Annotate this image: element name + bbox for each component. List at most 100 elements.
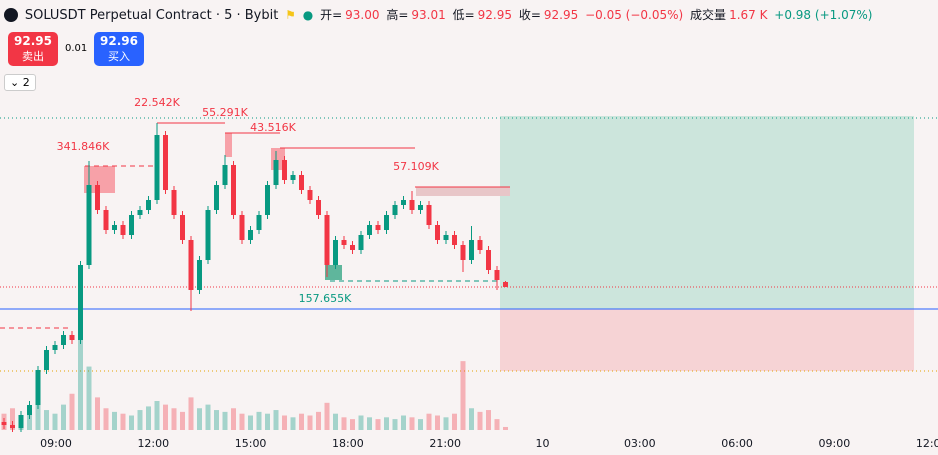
volume-bar — [52, 413, 58, 430]
candle-body — [443, 235, 449, 240]
volume-bar — [401, 415, 406, 430]
candle-body — [188, 240, 194, 290]
volume-bar — [78, 321, 83, 430]
volume-bar — [256, 411, 262, 430]
candle-body — [205, 210, 211, 260]
volume-bar — [44, 410, 49, 430]
volume-bar — [231, 408, 236, 430]
header: SOLUSDT Perpetual Contract · 5 · Bybit ⚑… — [4, 6, 875, 23]
volume-bar — [69, 393, 75, 430]
level-label: 341.846K — [57, 140, 110, 153]
volume-bar — [443, 417, 449, 430]
volume-bar — [35, 402, 41, 430]
volume-bar — [188, 397, 194, 430]
candle-body — [180, 215, 185, 240]
volume-bar — [112, 411, 117, 430]
volume-bar — [154, 401, 160, 430]
change: −0.05 (−0.05%) — [585, 8, 684, 22]
candle-body — [341, 240, 347, 245]
candle-body — [95, 185, 100, 210]
volume-bar — [27, 411, 32, 430]
candle-body — [154, 135, 160, 200]
candle-body — [61, 335, 66, 345]
candle-body — [307, 190, 313, 200]
candle-body — [486, 250, 491, 270]
flag: ⚑ — [285, 8, 296, 22]
sell-price: 92.95 — [14, 34, 52, 48]
candle-body — [171, 190, 177, 215]
candle-body — [27, 405, 32, 415]
volume-bar — [435, 415, 440, 430]
candle-body — [333, 240, 338, 265]
ohlc-value: 93.00 — [345, 8, 380, 22]
x-tick-label: 15:00 — [235, 437, 267, 450]
x-tick-label: 10 — [536, 437, 550, 450]
candle-body — [10, 425, 15, 428]
candle-body — [477, 240, 483, 250]
candle-body — [129, 215, 134, 235]
volume-bar — [180, 411, 185, 430]
level-label: 55.291K — [202, 106, 248, 119]
volume-bar — [316, 411, 321, 430]
volume-bar — [290, 417, 296, 430]
volume-bar — [282, 415, 287, 430]
volume-bar — [341, 417, 347, 430]
candle-body — [256, 215, 262, 230]
candle-body — [435, 225, 440, 240]
candle-body — [494, 270, 500, 280]
profit-zone — [500, 116, 914, 309]
volume-bar — [214, 410, 219, 430]
volume-bar — [197, 408, 202, 430]
level-line — [157, 122, 510, 188]
sell-button[interactable]: 92.95 卖出 — [8, 32, 58, 66]
x-tick-label: 12:00 — [916, 437, 938, 450]
indicator-toggle[interactable]: ⌄ 2 — [4, 74, 36, 91]
logo — [4, 8, 18, 22]
volume-bar — [477, 411, 483, 430]
buy-button[interactable]: 92.96 买入 — [94, 32, 144, 66]
volume-bar — [494, 419, 500, 430]
candle-body — [78, 265, 83, 340]
candle-body — [392, 205, 398, 215]
volume-bar — [137, 410, 143, 430]
ohlc-value: 92.95 — [543, 8, 579, 22]
volume-bar — [120, 413, 126, 430]
ohlc-label: 开= — [320, 8, 343, 22]
volume-bar — [486, 410, 491, 430]
zone — [416, 187, 510, 196]
candle-body — [239, 215, 245, 240]
level-label: 157.655K — [299, 292, 352, 305]
candle-body — [426, 205, 432, 225]
candle-body — [282, 160, 287, 180]
spread: 0.01 — [65, 43, 88, 54]
status: ● — [302, 8, 314, 22]
candle-body — [409, 200, 415, 210]
candle-body — [146, 200, 151, 210]
candle-body — [316, 200, 321, 215]
x-tick-label: 12:00 — [137, 437, 169, 450]
ohlc-label: 高= — [386, 8, 409, 22]
volume-bar — [61, 404, 66, 430]
candle-body — [222, 165, 228, 185]
candle-body — [86, 185, 92, 265]
volume-bar — [469, 408, 474, 430]
candle-body — [324, 215, 330, 265]
candle-body — [418, 205, 423, 210]
level-label: 57.109K — [393, 160, 439, 173]
volume-bar — [10, 408, 15, 430]
candle-body — [35, 370, 41, 405]
candle-body — [197, 260, 202, 290]
candle-body — [18, 415, 24, 428]
candle-body — [120, 225, 126, 235]
x-tick-label: 09:00 — [819, 437, 851, 450]
volume-bar — [358, 415, 364, 430]
sell-label: 卖出 — [22, 50, 44, 63]
loss-zone — [500, 309, 914, 371]
volume-bar — [392, 419, 398, 430]
volume-bar — [333, 413, 338, 430]
volume-bar — [239, 413, 245, 430]
volume-bar — [222, 411, 228, 430]
volume-bar — [163, 404, 168, 430]
